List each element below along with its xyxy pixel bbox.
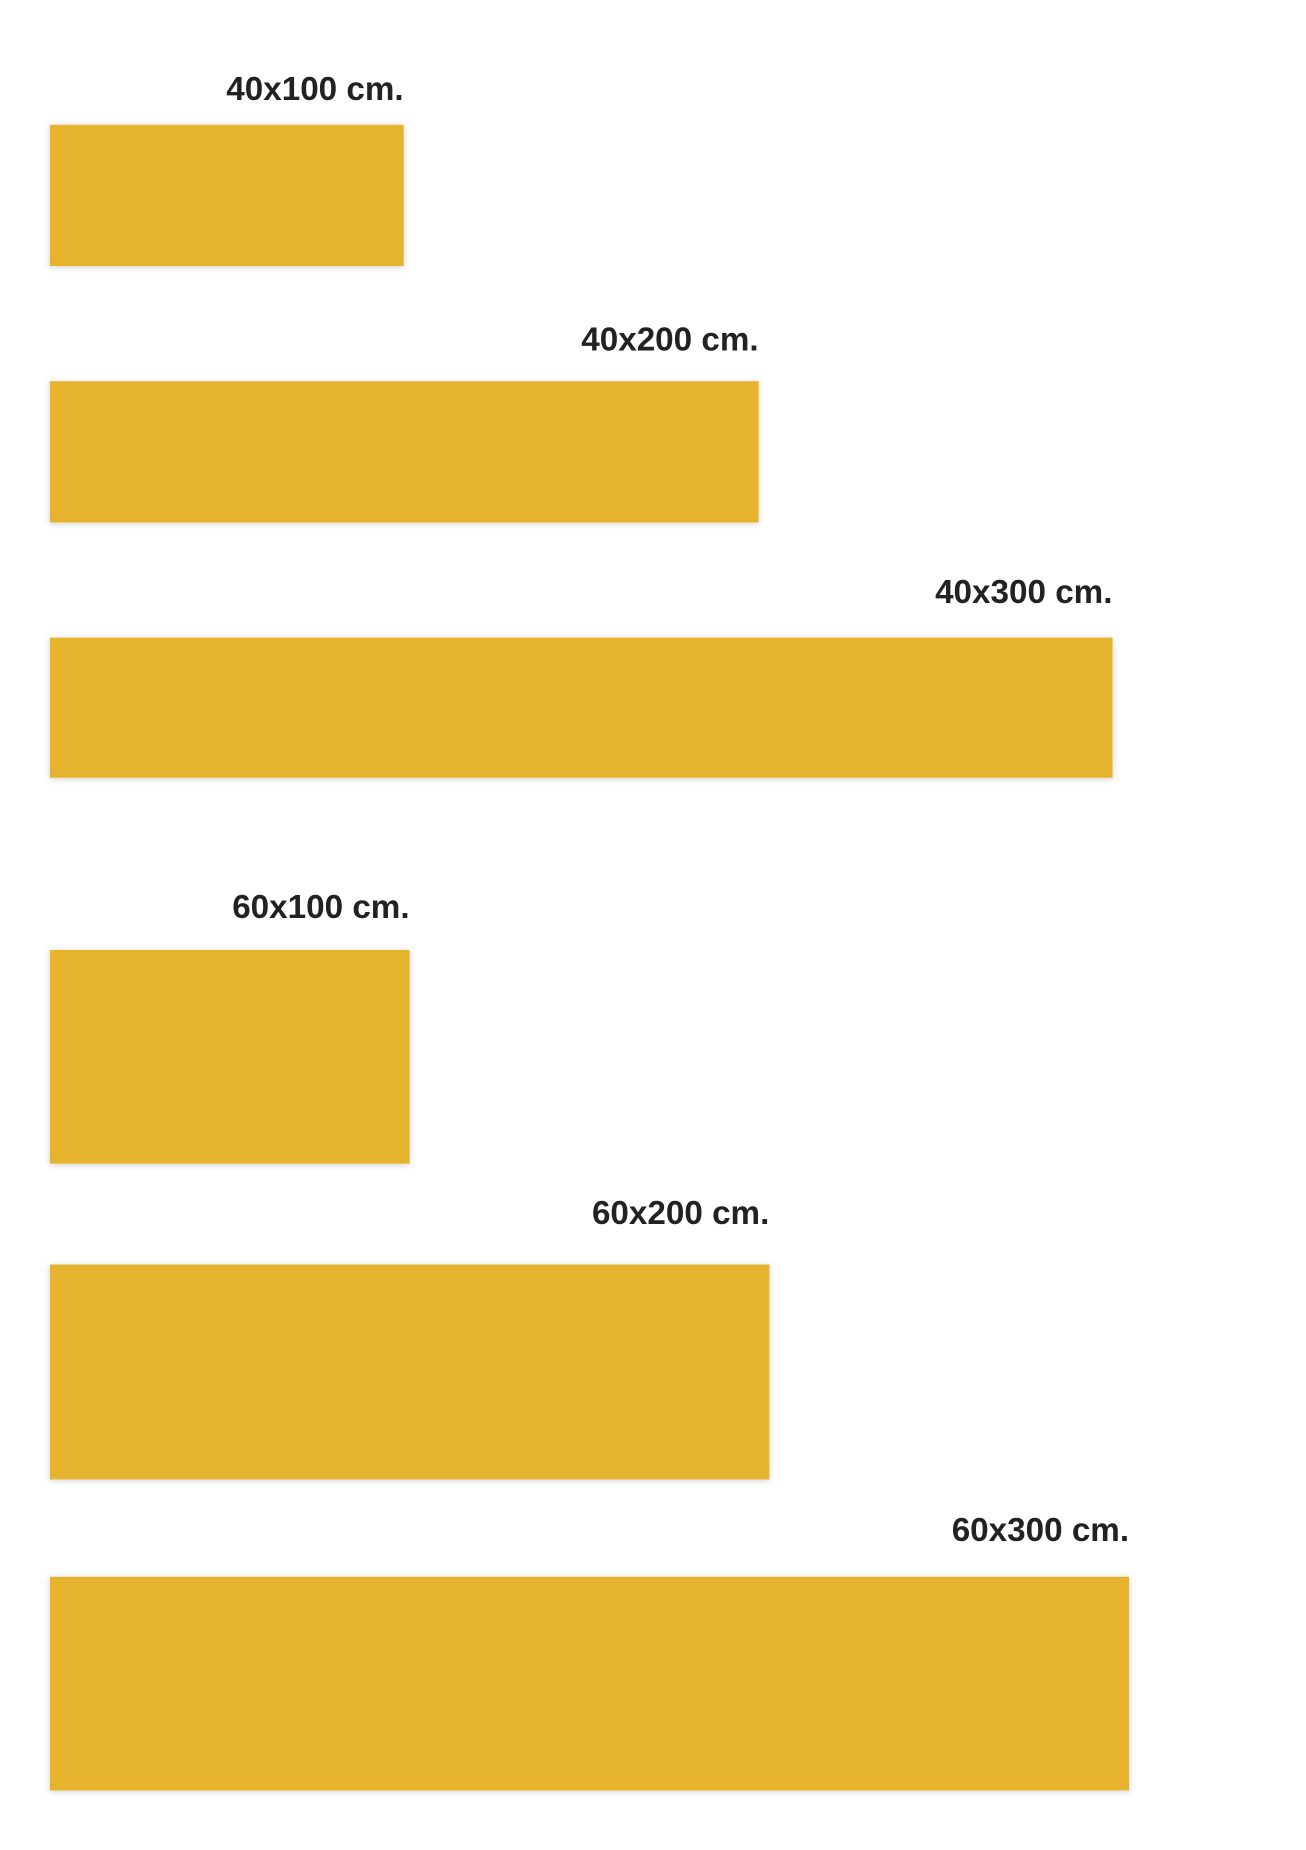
size-panel: [49, 1576, 1130, 1791]
size-label: 60x200 cm.: [592, 1195, 769, 1232]
size-label: 60x300 cm.: [952, 1512, 1129, 1549]
size-label: 40x100 cm.: [226, 71, 403, 108]
size-panel: [49, 1264, 770, 1480]
size-panel: [49, 949, 410, 1164]
size-panel: [49, 381, 759, 523]
size-label: 40x200 cm.: [581, 321, 758, 358]
size-label: 60x100 cm.: [232, 889, 409, 926]
size-panel: [49, 637, 1113, 778]
size-panel: [49, 124, 404, 267]
size-label: 40x300 cm.: [935, 574, 1112, 611]
